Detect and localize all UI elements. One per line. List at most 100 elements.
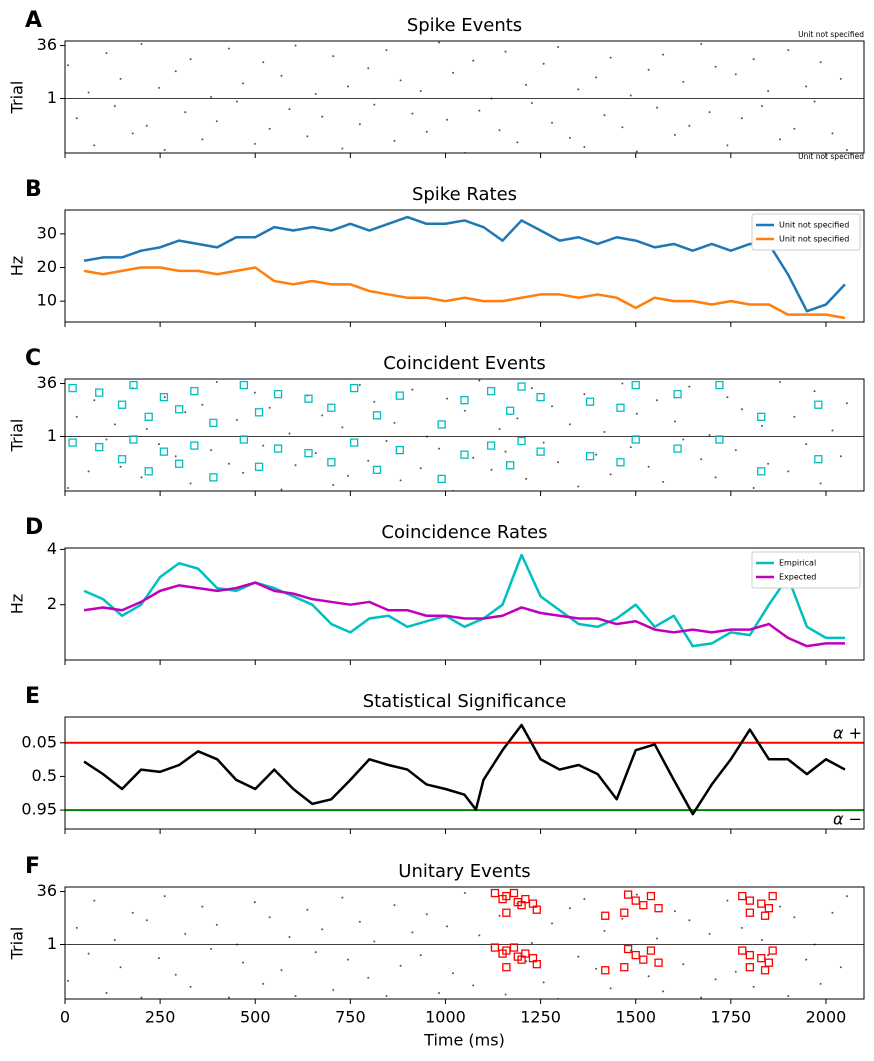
event-marker xyxy=(174,405,184,414)
spike xyxy=(419,467,422,470)
event-marker xyxy=(532,905,541,914)
event-marker xyxy=(601,966,610,975)
spike xyxy=(478,109,481,112)
spike xyxy=(119,77,122,80)
spike xyxy=(831,132,834,135)
event-marker xyxy=(490,943,500,952)
spike xyxy=(184,111,187,114)
x-tick-label: 250 xyxy=(145,1008,176,1027)
spike xyxy=(157,957,160,960)
y-axis-label: Trial xyxy=(8,927,27,961)
event-marker xyxy=(144,467,153,476)
spike xyxy=(568,136,571,139)
event-marker xyxy=(757,467,766,476)
y-tick-label: 1 xyxy=(47,88,57,107)
spike xyxy=(210,96,213,98)
spike xyxy=(793,415,796,418)
event-marker xyxy=(620,908,629,917)
panel-title: Spike Rates xyxy=(412,184,517,205)
event-marker xyxy=(757,412,766,421)
spike xyxy=(393,139,396,142)
spike xyxy=(767,462,770,465)
y-tick-label: 1 xyxy=(47,426,57,445)
spike xyxy=(184,411,187,414)
series-line xyxy=(83,581,845,648)
spike xyxy=(583,145,586,148)
spike xyxy=(787,994,790,997)
spike xyxy=(557,461,560,464)
event-marker xyxy=(68,383,77,393)
spike xyxy=(845,148,848,151)
spike xyxy=(373,400,376,403)
spike xyxy=(87,91,90,94)
spike xyxy=(294,44,297,47)
spike xyxy=(411,931,414,934)
event-marker xyxy=(437,474,446,484)
spike xyxy=(321,414,324,417)
event-marker xyxy=(395,391,404,400)
spike xyxy=(708,932,711,935)
spike xyxy=(227,996,230,999)
spike xyxy=(472,984,475,987)
plot-area xyxy=(65,888,864,999)
spike xyxy=(253,142,256,145)
spike xyxy=(145,427,148,430)
event-marker xyxy=(506,461,515,470)
spike xyxy=(393,421,396,424)
spike xyxy=(235,100,238,103)
spike xyxy=(498,914,501,917)
event-marker xyxy=(437,420,446,429)
event-marker xyxy=(460,396,469,405)
spike xyxy=(708,434,711,436)
spike xyxy=(373,103,376,106)
spike xyxy=(805,85,808,88)
spike xyxy=(385,49,388,52)
panel-label: F xyxy=(25,854,40,879)
spike xyxy=(551,121,554,124)
spike xyxy=(568,423,571,426)
spike xyxy=(113,938,116,941)
x-tick-label: 1250 xyxy=(520,1008,561,1027)
spike xyxy=(163,148,166,151)
spike xyxy=(714,65,717,68)
spike xyxy=(813,100,816,103)
event-marker xyxy=(174,459,184,468)
spike xyxy=(288,935,291,938)
spike xyxy=(385,440,388,443)
spike xyxy=(831,911,834,914)
spike xyxy=(647,975,650,978)
spike xyxy=(656,937,659,940)
event-marker xyxy=(764,904,774,913)
event-marker xyxy=(304,394,313,403)
plot-area xyxy=(65,41,864,153)
spike xyxy=(140,476,143,479)
y-tick-label: 0.5 xyxy=(32,766,57,785)
y-tick-label: 36 xyxy=(37,35,57,54)
spike xyxy=(839,77,842,80)
event-marker xyxy=(532,960,541,969)
event-marker xyxy=(372,411,382,420)
spike xyxy=(145,919,148,922)
panel-title: Coincident Events xyxy=(383,353,546,374)
spike xyxy=(113,105,116,108)
spike xyxy=(314,92,317,95)
spike xyxy=(530,387,533,390)
event-marker xyxy=(239,435,248,444)
spike xyxy=(341,426,344,429)
spike xyxy=(813,390,816,393)
x-tick-label: 0 xyxy=(60,1008,70,1027)
y-tick-label: 30 xyxy=(37,223,57,242)
event-marker xyxy=(673,389,682,399)
spike xyxy=(268,127,271,130)
plot-frame xyxy=(64,378,865,492)
spike xyxy=(288,108,291,111)
spike xyxy=(478,379,481,382)
spike xyxy=(184,932,187,935)
spike xyxy=(647,68,650,71)
spike xyxy=(93,399,96,402)
spike xyxy=(321,115,324,118)
spike xyxy=(288,432,291,435)
spike xyxy=(498,427,501,430)
event-marker xyxy=(117,455,127,464)
spike xyxy=(215,120,218,123)
